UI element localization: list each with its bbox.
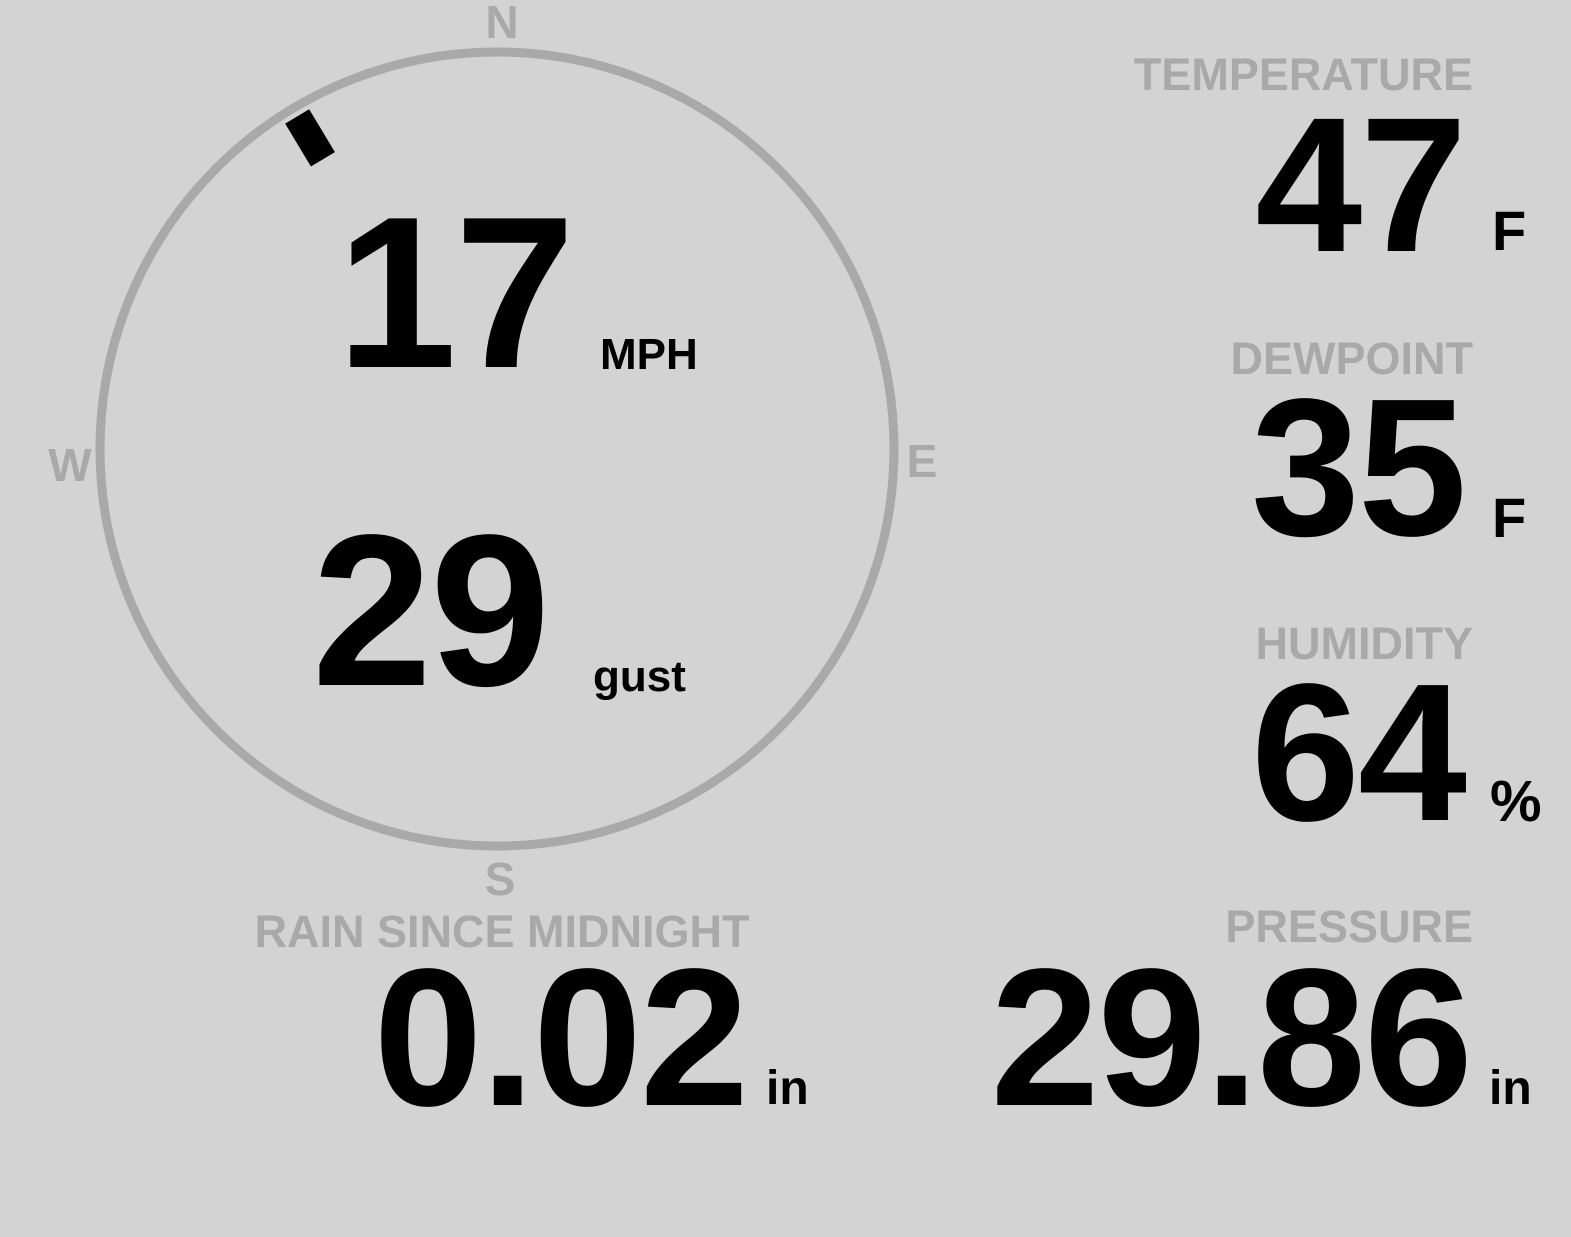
temperature-value: 47 (1255, 77, 1467, 292)
pressure-label: PRESSURE (1225, 901, 1473, 952)
rain-value: 0.02 (373, 928, 749, 1147)
temperature-unit: F (1492, 199, 1527, 262)
humidity-value: 64 (1250, 643, 1467, 862)
compass-south-label: S (484, 853, 516, 905)
rain-unit: in (766, 1062, 809, 1115)
wind-speed-unit: MPH (600, 330, 698, 379)
compass-north-label: N (485, 0, 519, 48)
compass-east-label: E (906, 435, 938, 487)
pressure-unit: in (1489, 1062, 1532, 1115)
pressure-value: 29.86 (990, 928, 1473, 1147)
humidity-label: HUMIDITY (1255, 618, 1474, 669)
wind-direction-marker (285, 109, 335, 167)
temperature-label: TEMPERATURE (1133, 49, 1473, 100)
compass-ring (95, 47, 899, 851)
compass-west-label: W (48, 439, 92, 491)
dewpoint-unit: F (1492, 486, 1527, 549)
wind-speed-value: 17 (336, 171, 575, 413)
rain-label: RAIN SINCE MIDNIGHT (254, 906, 750, 957)
wind-gust-value: 29 (312, 489, 550, 731)
dewpoint-value: 35 (1250, 358, 1467, 577)
humidity-unit: % (1490, 769, 1542, 834)
wind-gust-label: gust (593, 652, 686, 701)
dewpoint-label: DEWPOINT (1230, 333, 1474, 384)
